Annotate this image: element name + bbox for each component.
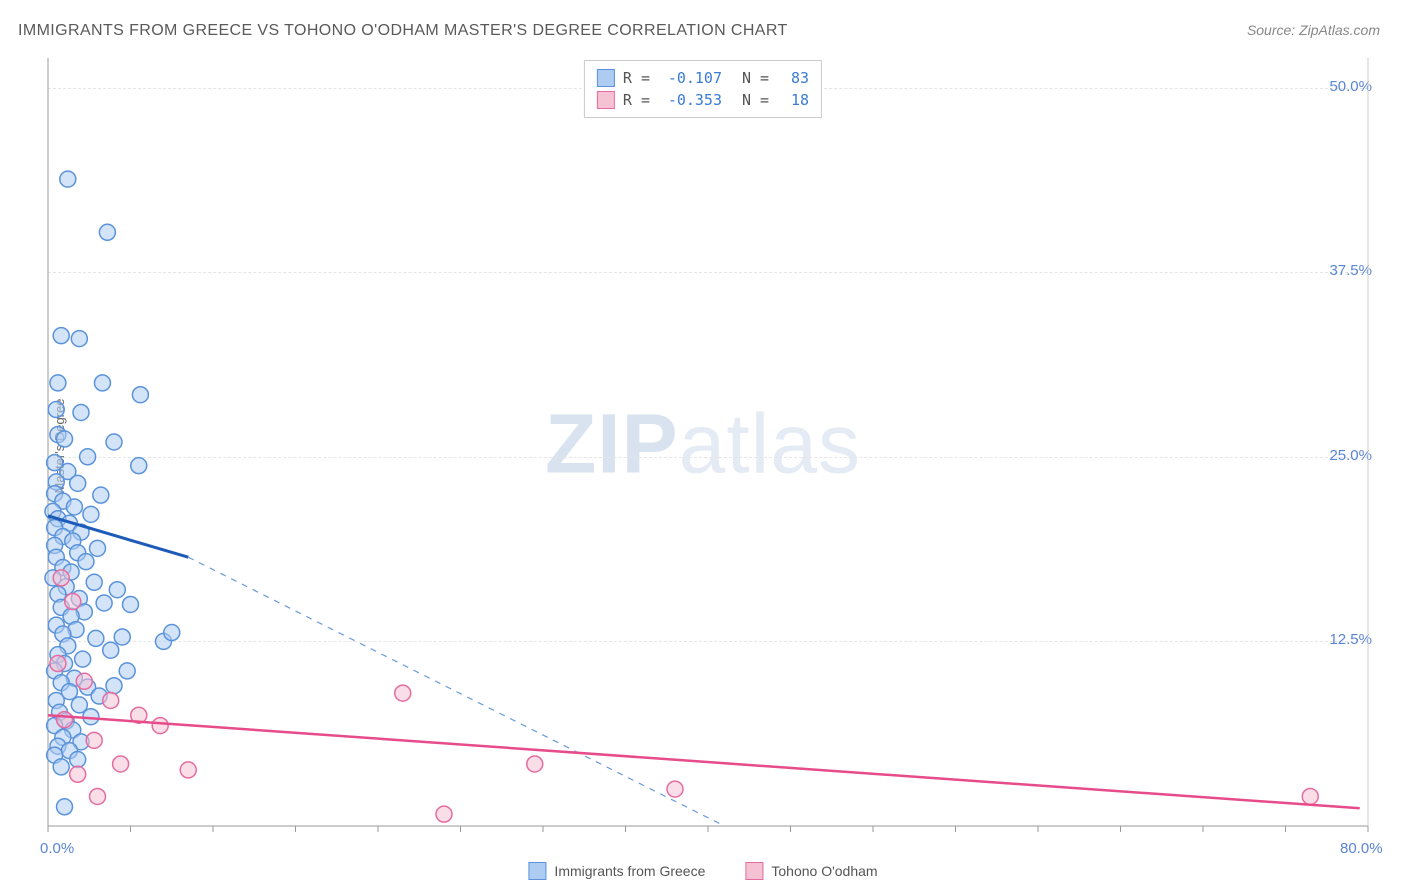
- legend-item-1: Immigrants from Greece: [528, 862, 705, 880]
- scatter-svg: [0, 0, 1388, 866]
- legend-correlation: R = -0.107 N = 83 R = -0.353 N = 18: [584, 60, 822, 118]
- legend-swatch-1: [597, 69, 615, 87]
- legend-swatch-2: [597, 91, 615, 109]
- legend-row-series-2: R = -0.353 N = 18: [597, 89, 809, 111]
- legend-bottom-label-1: Immigrants from Greece: [554, 863, 705, 879]
- r-label: R =: [623, 69, 650, 87]
- legend-bottom-swatch-1: [528, 862, 546, 880]
- legend-row-series-1: R = -0.107 N = 83: [597, 67, 809, 89]
- r-value-1: -0.107: [658, 69, 722, 87]
- n-value-2: 18: [777, 91, 809, 109]
- n-label: N =: [742, 91, 769, 109]
- r-value-2: -0.353: [658, 91, 722, 109]
- legend-bottom-swatch-2: [745, 862, 763, 880]
- legend-item-2: Tohono O'odham: [745, 862, 877, 880]
- r-label: R =: [623, 91, 650, 109]
- chart-container: IMMIGRANTS FROM GREECE VS TOHONO O'ODHAM…: [0, 0, 1406, 892]
- n-label: N =: [742, 69, 769, 87]
- legend-bottom-label-2: Tohono O'odham: [771, 863, 877, 879]
- n-value-1: 83: [777, 69, 809, 87]
- legend-series: Immigrants from Greece Tohono O'odham: [528, 862, 877, 880]
